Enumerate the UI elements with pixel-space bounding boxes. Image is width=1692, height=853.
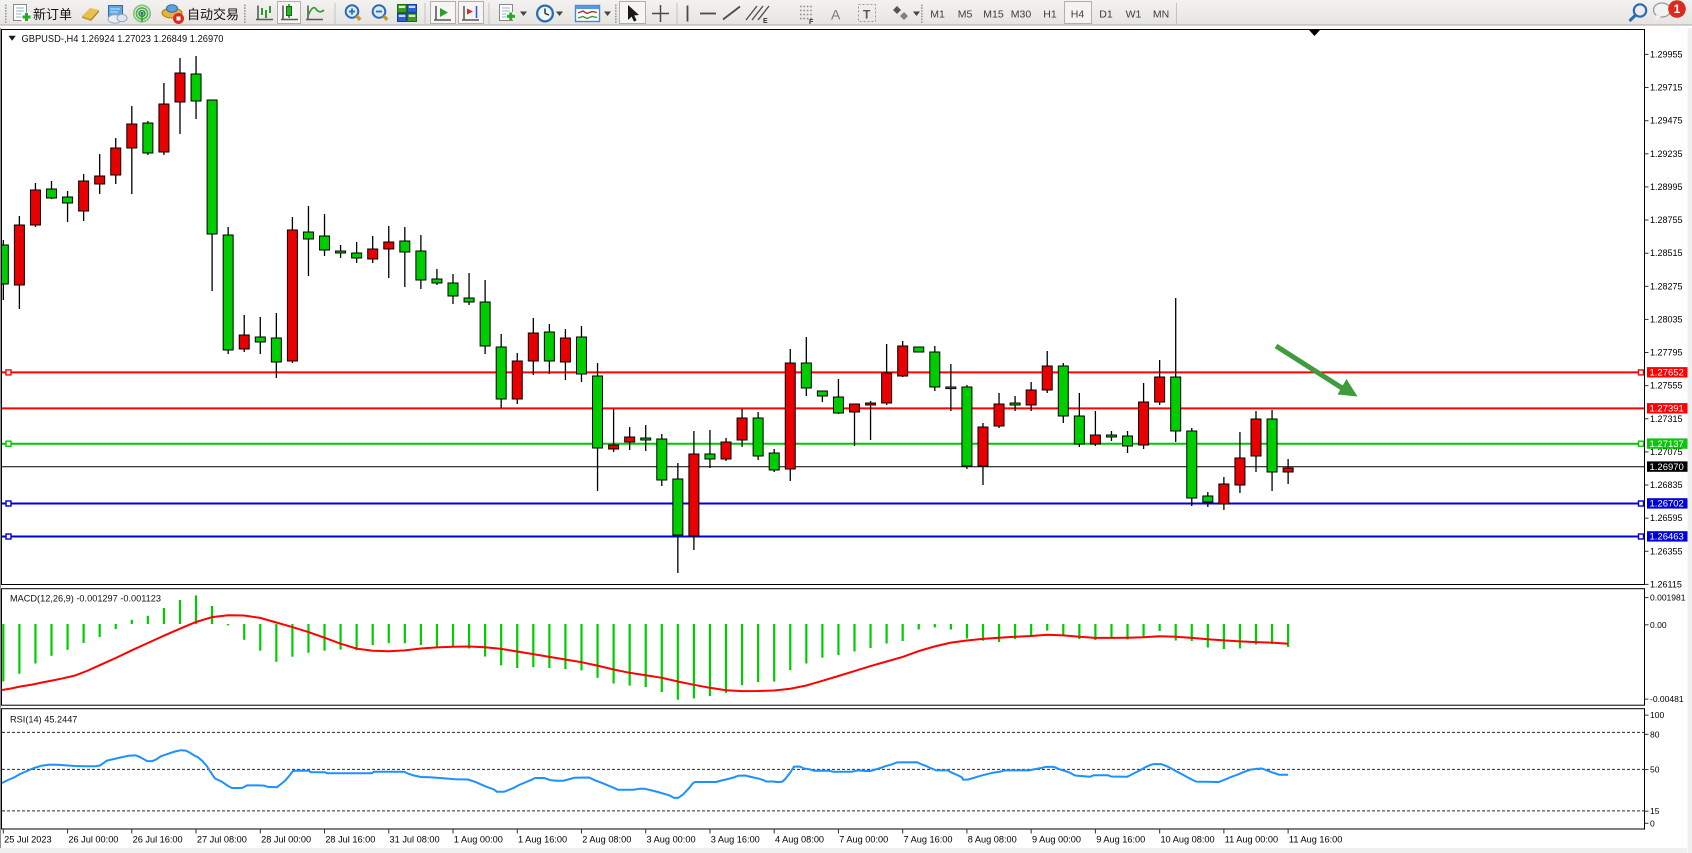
svg-text:1.27391: 1.27391 [1650,404,1684,415]
svg-text:26 Jul 16:00: 26 Jul 16:00 [133,835,183,845]
svg-text:A: A [831,7,841,23]
svg-text:M1: M1 [930,9,945,21]
svg-text:2 Aug 08:00: 2 Aug 08:00 [582,835,631,845]
svg-text:1.29955: 1.29955 [1650,49,1683,59]
svg-text:RSI(14) 45.2447: RSI(14) 45.2447 [10,715,77,725]
svg-text:4 Aug 08:00: 4 Aug 08:00 [775,835,824,845]
svg-text:1.26595: 1.26595 [1650,513,1683,523]
svg-text:100: 100 [1650,710,1664,720]
svg-text:1.26463: 1.26463 [1650,532,1684,543]
svg-text:1.27075: 1.27075 [1650,447,1683,457]
svg-text:1.27652: 1.27652 [1650,368,1684,379]
svg-text:10 Aug 08:00: 10 Aug 08:00 [1160,835,1214,845]
svg-text:1 Aug 16:00: 1 Aug 16:00 [518,835,567,845]
svg-text:自动交易: 自动交易 [187,7,239,22]
svg-text:3 Aug 16:00: 3 Aug 16:00 [711,835,760,845]
svg-text:1.26835: 1.26835 [1650,480,1683,490]
svg-text:1.27137: 1.27137 [1650,439,1684,450]
svg-text:M5: M5 [958,9,973,21]
svg-text:27 Jul 08:00: 27 Jul 08:00 [197,835,247,845]
svg-text:1.28755: 1.28755 [1650,215,1683,225]
svg-text:W1: W1 [1126,9,1142,21]
svg-text:1.28995: 1.28995 [1650,182,1683,192]
svg-text:1.26702: 1.26702 [1650,499,1684,510]
svg-text:E: E [763,18,768,25]
svg-text:D1: D1 [1099,9,1113,21]
svg-text:25 Jul 2023: 25 Jul 2023 [4,835,52,845]
svg-text:1.28515: 1.28515 [1650,248,1683,258]
svg-text:1.27315: 1.27315 [1650,414,1683,424]
svg-text:31 Jul 08:00: 31 Jul 08:00 [390,835,440,845]
svg-text:15: 15 [1650,806,1660,816]
svg-text:M15: M15 [983,9,1004,21]
svg-text:M30: M30 [1011,9,1032,21]
svg-text:3 Aug 00:00: 3 Aug 00:00 [647,835,696,845]
svg-text:80: 80 [1650,729,1660,739]
svg-text:50: 50 [1650,765,1660,775]
svg-text:28 Jul 16:00: 28 Jul 16:00 [325,835,375,845]
svg-text:1.27555: 1.27555 [1650,381,1683,391]
svg-text:11 Aug 16:00: 11 Aug 16:00 [1289,835,1342,845]
svg-text:1.29475: 1.29475 [1650,116,1683,126]
svg-text:新订单: 新订单 [33,7,72,22]
svg-text:1.27795: 1.27795 [1650,348,1683,358]
svg-text:9 Aug 00:00: 9 Aug 00:00 [1032,835,1081,845]
svg-text:1.29235: 1.29235 [1650,149,1683,159]
svg-text:F: F [809,19,814,26]
svg-text:MN: MN [1153,9,1169,21]
svg-text:-0.00481: -0.00481 [1650,694,1684,704]
svg-text:1.26355: 1.26355 [1650,546,1683,556]
svg-text:0.00: 0.00 [1650,620,1667,630]
svg-text:1: 1 [1674,2,1681,16]
svg-text:0.001981: 0.001981 [1650,593,1686,603]
svg-text:7 Aug 16:00: 7 Aug 16:00 [903,835,952,845]
svg-text:H1: H1 [1043,9,1057,21]
svg-text:28 Jul 00:00: 28 Jul 00:00 [261,835,311,845]
svg-text:26 Jul 00:00: 26 Jul 00:00 [68,835,118,845]
svg-text:H4: H4 [1071,9,1085,21]
svg-text:1 Aug 00:00: 1 Aug 00:00 [454,835,503,845]
svg-text:1.26115: 1.26115 [1650,579,1682,589]
svg-text:MACD(12,26,9) -0.001297 -0.001: MACD(12,26,9) -0.001297 -0.001123 [10,594,161,604]
svg-text:1.28275: 1.28275 [1650,281,1683,291]
svg-text:T: T [863,8,871,22]
svg-text:0: 0 [1650,818,1655,828]
svg-text:1.26970: 1.26970 [1650,462,1684,473]
svg-text:1.28035: 1.28035 [1650,314,1683,324]
svg-text:9 Aug 16:00: 9 Aug 16:00 [1096,835,1145,845]
svg-text:7 Aug 00:00: 7 Aug 00:00 [839,835,888,845]
svg-text:8 Aug 08:00: 8 Aug 08:00 [968,835,1017,845]
svg-text:GBPUSD-,H4 1.26924 1.27023 1.: GBPUSD-,H4 1.26924 1.27023 1.26849 1.269… [22,34,225,45]
svg-text:11 Aug 00:00: 11 Aug 00:00 [1225,835,1278,845]
svg-text:1.29715: 1.29715 [1650,83,1683,93]
